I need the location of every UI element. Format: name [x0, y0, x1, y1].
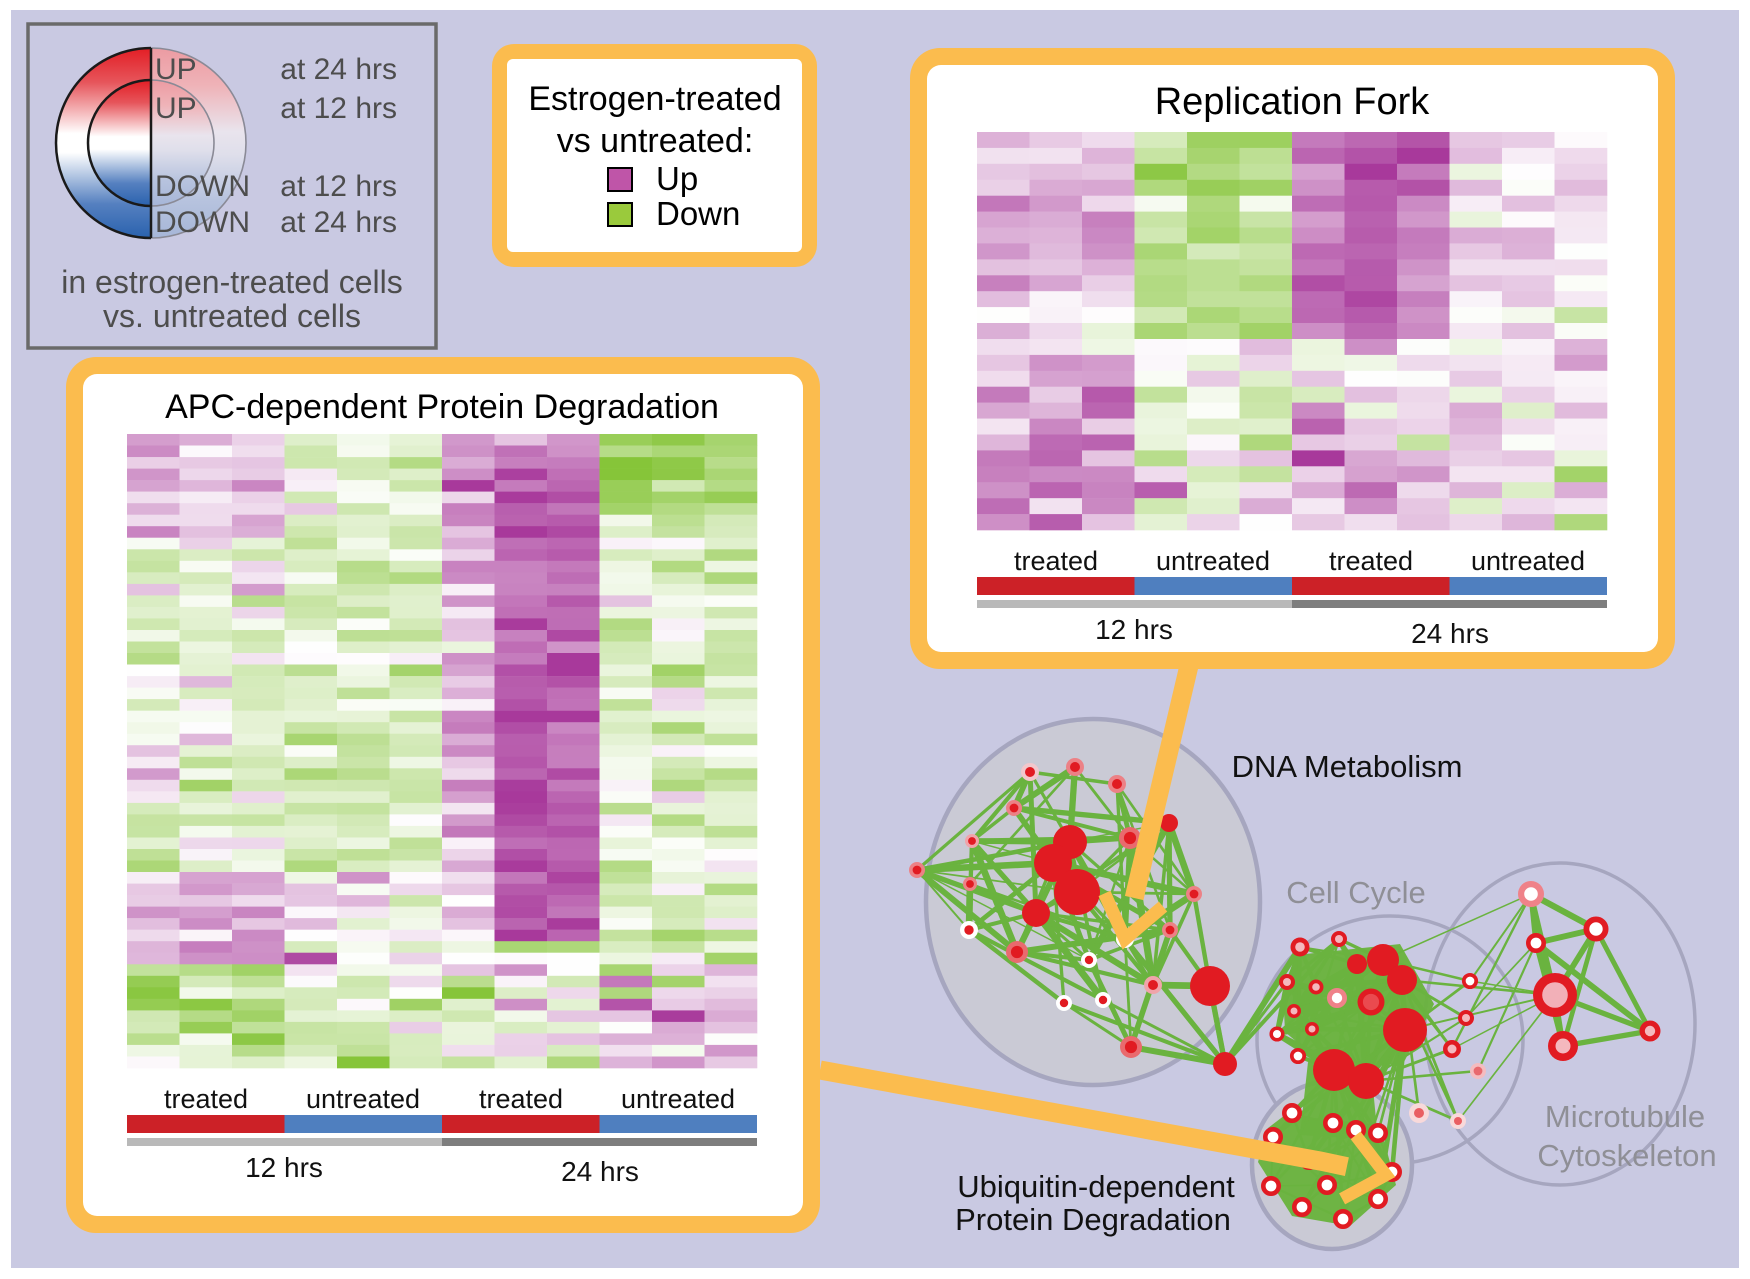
svg-text:treated: treated [1014, 546, 1098, 576]
svg-text:untreated: untreated [621, 1084, 735, 1114]
svg-text:DNA Metabolism: DNA Metabolism [1232, 749, 1463, 784]
svg-text:24 hrs: 24 hrs [1411, 618, 1489, 649]
svg-text:24 hrs: 24 hrs [561, 1156, 639, 1187]
svg-text:treated: treated [164, 1084, 248, 1114]
svg-text:treated: treated [479, 1084, 563, 1114]
svg-text:at 12 hrs: at 12 hrs [280, 92, 397, 125]
svg-text:Protein Degradation: Protein Degradation [955, 1202, 1231, 1237]
svg-text:Estrogen-treated: Estrogen-treated [528, 80, 781, 118]
svg-text:12 hrs: 12 hrs [1095, 614, 1173, 645]
svg-text:vs. untreated cells: vs. untreated cells [103, 298, 361, 334]
svg-text:Ubiquitin-dependent: Ubiquitin-dependent [957, 1169, 1235, 1204]
svg-text:Down: Down [656, 195, 740, 232]
svg-text:in estrogen-treated cells: in estrogen-treated cells [61, 264, 403, 300]
svg-text:UP: UP [155, 53, 197, 86]
svg-text:at 24 hrs: at 24 hrs [280, 206, 397, 239]
svg-text:Cell Cycle: Cell Cycle [1286, 875, 1426, 910]
svg-text:APC-dependent Protein Degradat: APC-dependent Protein Degradation [165, 388, 719, 426]
svg-text:Microtubule: Microtubule [1545, 1099, 1705, 1134]
svg-text:untreated: untreated [306, 1084, 420, 1114]
svg-text:vs untreated:: vs untreated: [557, 122, 754, 160]
svg-text:Replication Fork: Replication Fork [1155, 81, 1431, 123]
svg-text:untreated: untreated [1156, 546, 1270, 576]
svg-text:Cytoskeleton: Cytoskeleton [1537, 1138, 1716, 1173]
svg-text:UP: UP [155, 92, 197, 125]
svg-text:treated: treated [1329, 546, 1413, 576]
svg-text:at 12 hrs: at 12 hrs [280, 170, 397, 203]
svg-text:untreated: untreated [1471, 546, 1585, 576]
svg-text:Up: Up [656, 160, 698, 197]
svg-text:at 24 hrs: at 24 hrs [280, 53, 397, 86]
svg-text:DOWN: DOWN [155, 206, 250, 239]
svg-text:12 hrs: 12 hrs [245, 1152, 323, 1183]
svg-text:DOWN: DOWN [155, 170, 250, 203]
